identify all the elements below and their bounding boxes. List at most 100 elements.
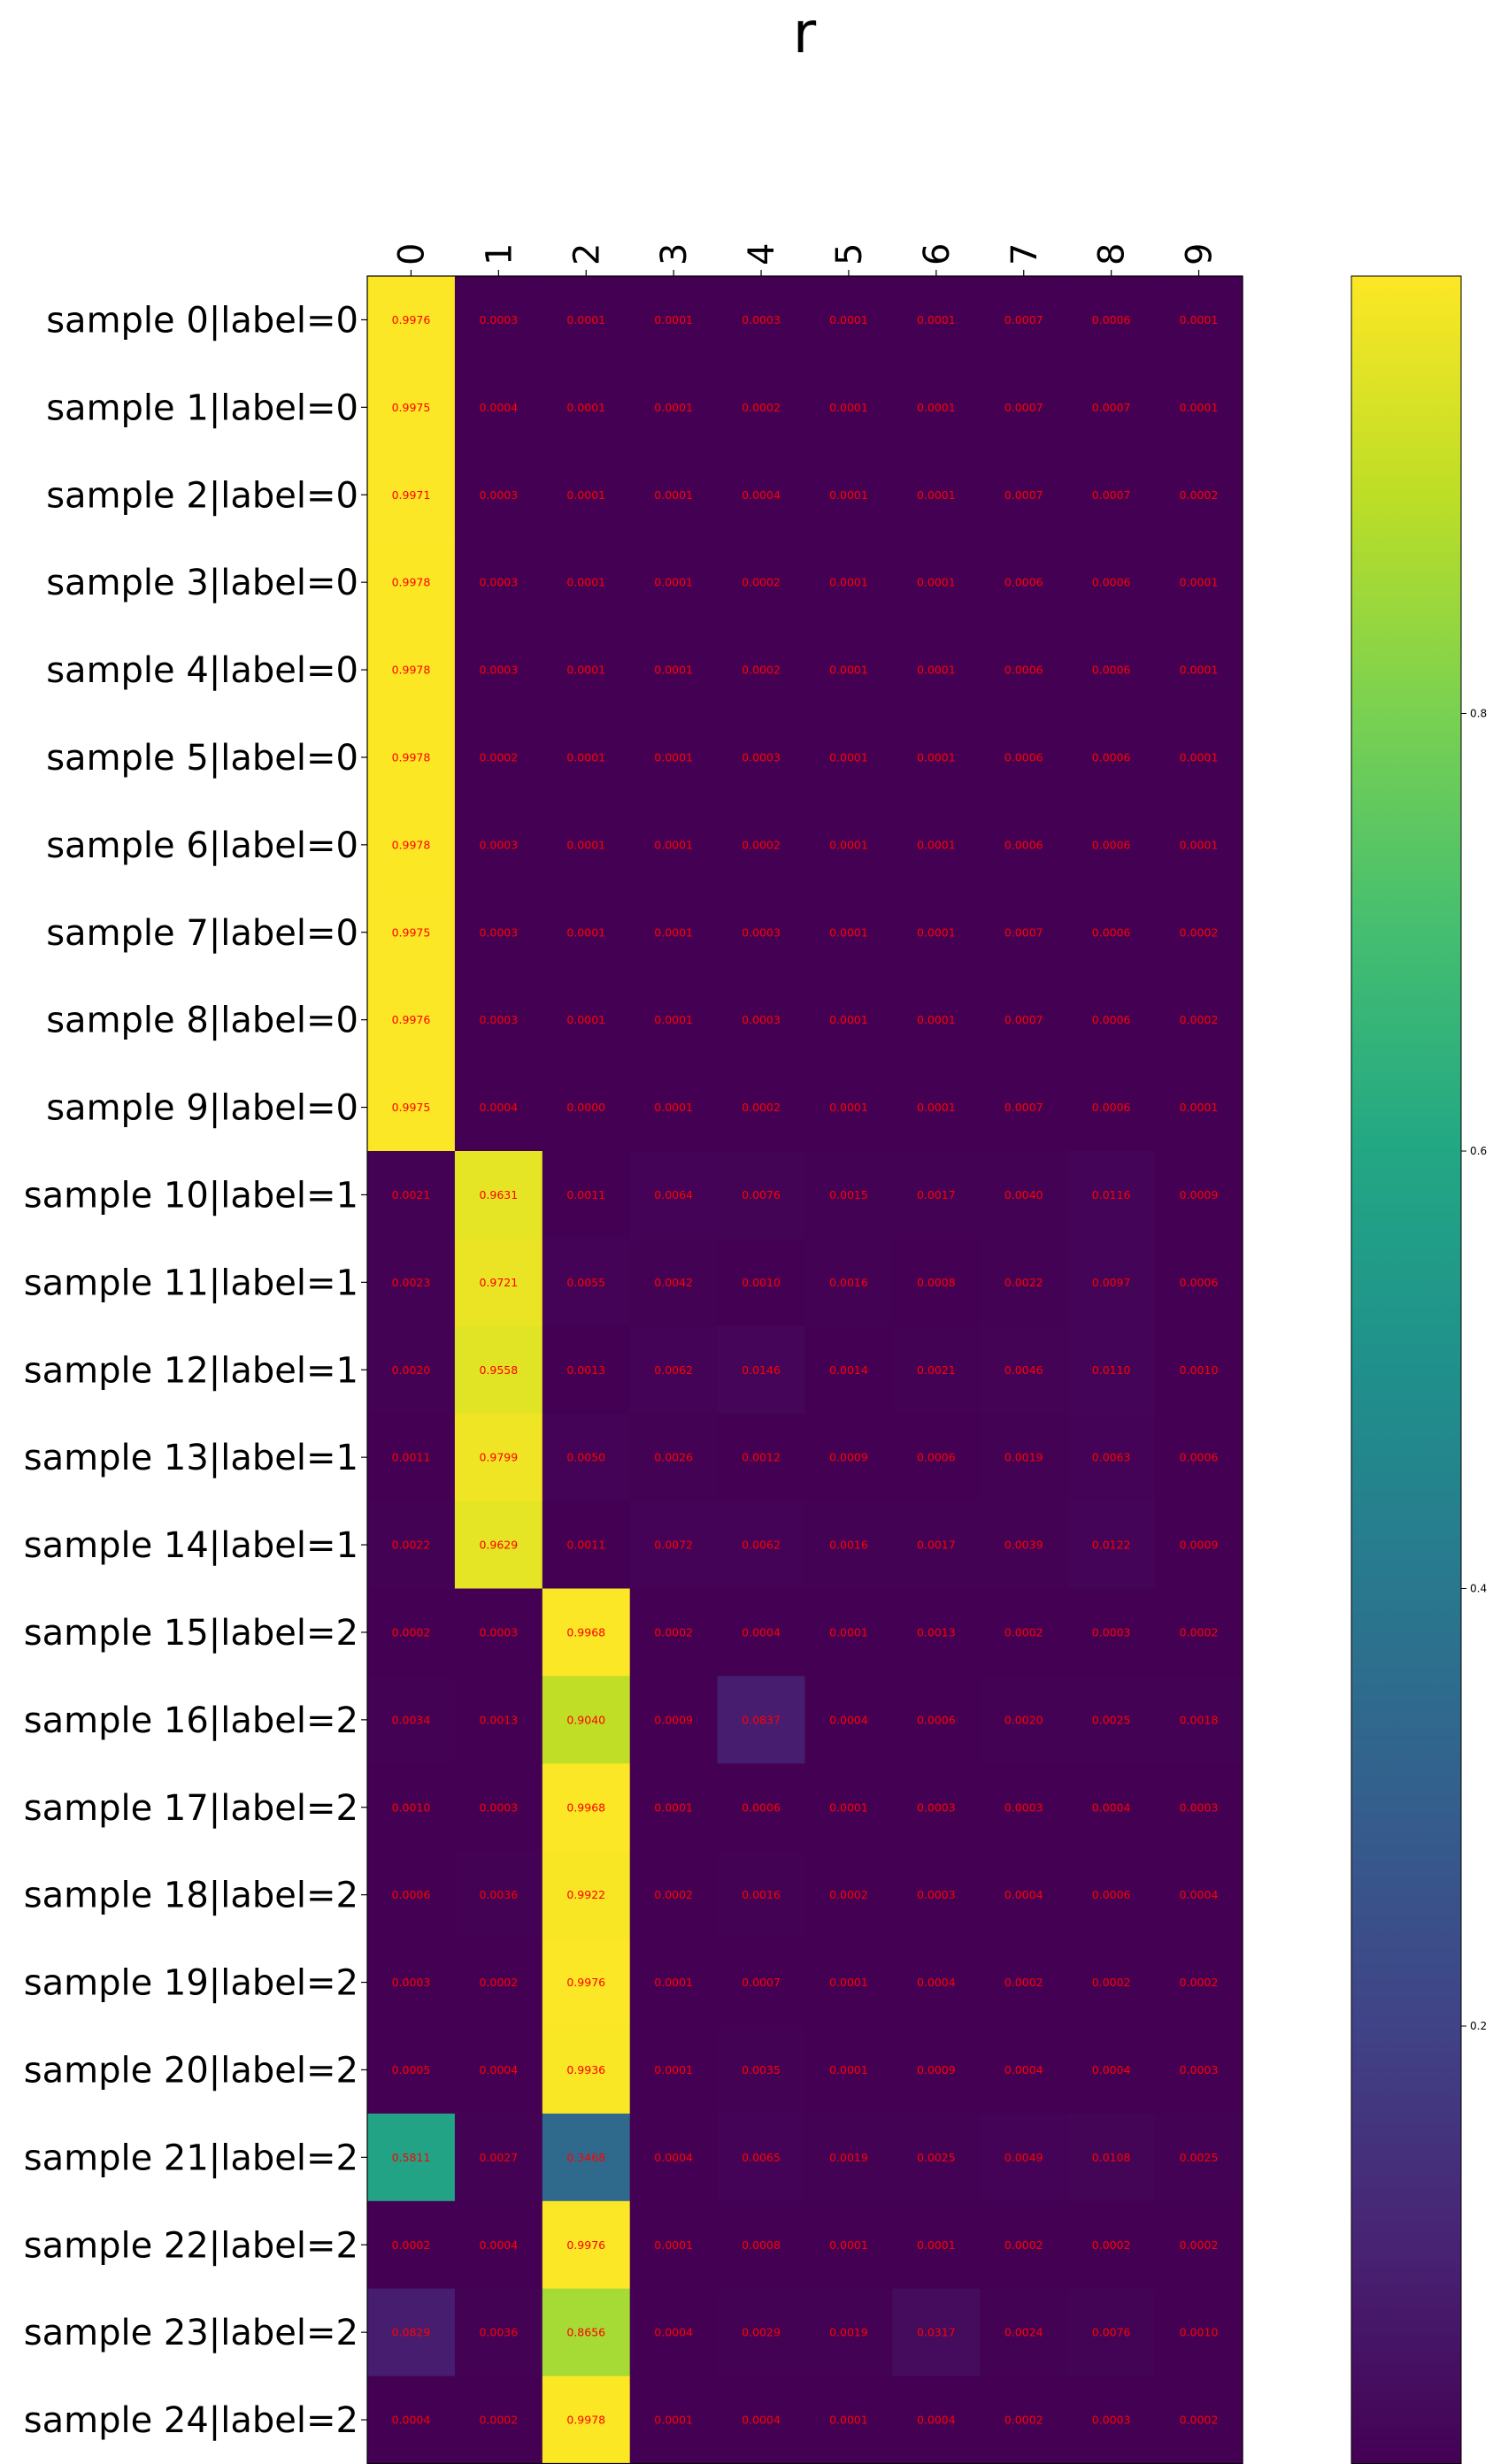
heatmap-cell xyxy=(629,2113,719,2202)
heatmap-cell xyxy=(542,276,631,365)
cell-value-label: 0.9936 xyxy=(566,2063,605,2076)
cell-value-label: 0.0064 xyxy=(654,1188,693,1201)
heatmap-cell xyxy=(367,1588,456,1677)
cell-value-label: 0.0062 xyxy=(654,1363,693,1377)
colorbar: 0.2 0.4 0.6 0.8 xyxy=(1351,275,1487,2464)
heatmap-cell xyxy=(542,2113,631,2202)
heatmap-cell xyxy=(892,1851,981,1939)
heatmap-cell xyxy=(367,1851,456,1939)
cell-value-label: 0.0003 xyxy=(917,1888,956,1901)
heatmap-cell xyxy=(892,538,981,627)
heatmap-cell xyxy=(892,1676,981,1764)
heatmap-cell xyxy=(892,2026,981,2115)
heatmap-cell xyxy=(629,538,719,627)
heatmap-cell xyxy=(542,1676,631,1764)
heatmap-cell xyxy=(1155,2113,1243,2202)
heatmap-cell xyxy=(1067,1938,1156,2027)
heatmap-cell xyxy=(454,1851,543,1939)
heatmap-cell xyxy=(1067,538,1156,627)
heatmap-cell xyxy=(892,2200,981,2290)
heatmap-cell xyxy=(980,1501,1068,1590)
heatmap-cell xyxy=(367,1238,456,1327)
cell-value-label: 0.0021 xyxy=(917,1363,956,1377)
cell-value-label: 0.0001 xyxy=(566,1013,605,1026)
heatmap-cell xyxy=(804,1063,893,1152)
cell-value-label: 0.0000 xyxy=(566,1101,605,1114)
cell-value-label: 0.0011 xyxy=(566,1188,605,1201)
heatmap-cell xyxy=(980,276,1068,365)
cell-value-label: 0.0010 xyxy=(742,1276,781,1289)
cell-value-label: 0.0002 xyxy=(1004,1625,1043,1639)
cell-value-label: 0.0006 xyxy=(1004,838,1043,851)
cell-value-label: 0.0005 xyxy=(392,2063,431,2076)
cell-value-label: 0.0002 xyxy=(392,2238,431,2252)
heatmap-cell xyxy=(1155,2288,1243,2377)
cell-value-label: 0.9978 xyxy=(392,750,431,764)
heatmap-cell xyxy=(717,363,806,452)
heatmap-cell xyxy=(629,1413,719,1502)
heatmap-cell xyxy=(717,976,806,1064)
cell-value-label: 0.0055 xyxy=(566,1276,605,1289)
heatmap-cell xyxy=(717,1413,806,1502)
cell-value-label: 0.0001 xyxy=(654,664,693,677)
heatmap-cell xyxy=(892,276,981,365)
cell-value-label: 0.0004 xyxy=(479,2063,518,2076)
cell-value-label: 0.0003 xyxy=(742,925,781,939)
heatmap-cell xyxy=(1067,1676,1156,1764)
heatmap-cell xyxy=(629,1851,719,1939)
cell-value-label: 0.0025 xyxy=(1180,2151,1219,2164)
heatmap-cell xyxy=(717,2113,806,2202)
cell-value-label: 0.0097 xyxy=(1092,1276,1131,1289)
heatmap-cell xyxy=(367,1413,456,1502)
heatmap-cell xyxy=(629,1501,719,1590)
cell-value-label: 0.0007 xyxy=(1004,1101,1043,1114)
cell-value-label: 0.0001 xyxy=(829,576,868,589)
cell-value-label: 0.0002 xyxy=(829,1888,868,1901)
heatmap-cell xyxy=(804,1238,893,1327)
heatmap-cell xyxy=(542,450,631,540)
cell-value-label: 0.0006 xyxy=(1092,838,1131,851)
row-label: sample 11|label=1 xyxy=(24,1263,358,1303)
heatmap-cell xyxy=(1067,801,1156,889)
cell-value-label: 0.0007 xyxy=(1004,1013,1043,1026)
heatmap-cell xyxy=(1155,1588,1243,1677)
cell-value-label: 0.0003 xyxy=(1004,1800,1043,1814)
cell-value-label: 0.0003 xyxy=(479,1800,518,1814)
heatmap-cell xyxy=(542,538,631,627)
row-label: sample 23|label=2 xyxy=(24,2313,358,2353)
heatmap-cell xyxy=(629,363,719,452)
cell-value-label: 0.0001 xyxy=(829,1976,868,1989)
row-label: sample 13|label=1 xyxy=(24,1438,358,1478)
cell-value-label: 0.0001 xyxy=(829,1101,868,1114)
cell-value-label: 0.0003 xyxy=(742,750,781,764)
heatmap-cell xyxy=(892,363,981,452)
cell-value-label: 0.0017 xyxy=(917,1188,956,1201)
cell-value-label: 0.9976 xyxy=(392,313,431,326)
cell-value-label: 0.9975 xyxy=(392,401,431,414)
cell-value-label: 0.0010 xyxy=(392,1800,431,1814)
row-label: sample 16|label=2 xyxy=(24,1700,358,1741)
cell-value-label: 0.0002 xyxy=(1092,1976,1131,1989)
heatmap-cell xyxy=(717,2376,806,2464)
heatmap-cell xyxy=(367,2200,456,2290)
heatmap-cell xyxy=(454,1325,543,1415)
heatmap-cell xyxy=(367,626,456,715)
cell-value-label: 0.0001 xyxy=(829,750,868,764)
cell-value-label: 0.0019 xyxy=(829,2151,868,2164)
heatmap-cell xyxy=(717,713,806,802)
cell-value-label: 0.0019 xyxy=(1004,1451,1043,1464)
heatmap-cell xyxy=(542,1238,631,1327)
heatmap-cell xyxy=(1155,1413,1243,1502)
heatmap-cell xyxy=(804,713,893,802)
cell-value-label: 0.0146 xyxy=(742,1363,781,1377)
heatmap-cell xyxy=(717,450,806,540)
heatmap-cell xyxy=(1067,888,1156,977)
cell-value-label: 0.0049 xyxy=(1004,2151,1043,2164)
cell-value-label: 0.0023 xyxy=(392,1276,431,1289)
heatmap-cell xyxy=(542,1588,631,1677)
column-label: 5 xyxy=(829,243,870,265)
cell-value-label: 0.0003 xyxy=(1092,2414,1131,2427)
heatmap-cell xyxy=(367,976,456,1064)
cell-value-label: 0.0003 xyxy=(479,1625,518,1639)
cell-value-label: 0.0042 xyxy=(654,1276,693,1289)
